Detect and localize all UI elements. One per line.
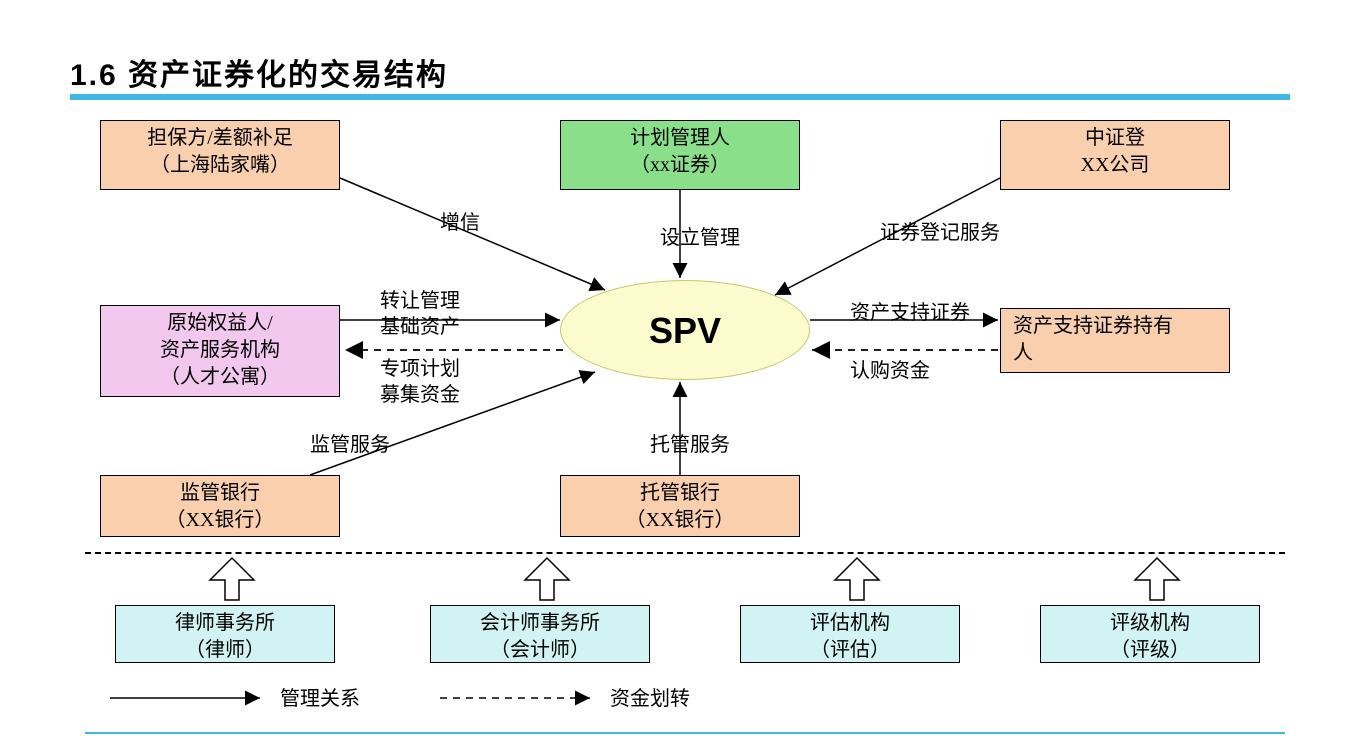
up-arrow-icon	[525, 558, 569, 600]
legend-mgmt-label: 管理关系	[280, 686, 360, 712]
node-line1: 会计师事务所	[431, 610, 649, 637]
edge-label-supervise: 监管服务	[310, 432, 390, 458]
page-title: 1.6 资产证券化的交易结构	[70, 50, 448, 94]
edge-label-abs: 资产支持证券	[850, 300, 970, 326]
edge-label-custody: 托管服务	[650, 432, 730, 458]
node-line2: （律师）	[116, 637, 334, 664]
node-line1: 中证登	[1001, 125, 1229, 152]
node-supervising-bank: 监管银行 （XX银行）	[100, 475, 340, 537]
node-line1: 资产支持证券持有	[1001, 313, 1229, 340]
services-divider	[85, 552, 1285, 554]
node-line1: 托管银行	[561, 480, 799, 507]
up-arrow-icon	[835, 558, 879, 600]
node-csdcc: 中证登 XX公司	[1000, 120, 1230, 190]
node-line2: （会计师）	[431, 637, 649, 664]
node-line1: 计划管理人	[561, 125, 799, 152]
spv-label: SPV	[649, 310, 721, 351]
node-line2: （xx证券）	[561, 152, 799, 179]
node-line1: 评级机构	[1041, 610, 1259, 637]
node-plan-manager: 计划管理人 （xx证券）	[560, 120, 800, 190]
node-line2: （XX银行）	[561, 507, 799, 534]
footer-rule	[85, 732, 1285, 734]
node-originator: 原始权益人/ 资产服务机构 （人才公寓）	[100, 305, 340, 397]
node-line1: 评估机构	[741, 610, 959, 637]
edge-label-transfer: 转让管理 基础资产	[380, 288, 460, 340]
node-line2: 人	[1001, 340, 1229, 367]
node-custodian-bank: 托管银行 （XX银行）	[560, 475, 800, 537]
edge-label-subscribe: 认购资金	[850, 358, 930, 384]
node-law-firm: 律师事务所 （律师）	[115, 605, 335, 663]
node-line1: 担保方/差额补足	[101, 125, 339, 152]
node-line2b: （人才公寓）	[101, 364, 339, 391]
node-line2: （评估）	[741, 637, 959, 664]
node-line2: （评级）	[1041, 637, 1259, 664]
node-rating-org: 评级机构 （评级）	[1040, 605, 1260, 663]
diagram-canvas: 1.6 资产证券化的交易结构 SPV 担保方/差额补足 （上海陆家嘴） 计划管理…	[0, 0, 1349, 752]
node-line2a: 资产服务机构	[101, 337, 339, 364]
edge-label-sp-fund: 专项计划 募集资金	[380, 356, 460, 408]
node-line2: （上海陆家嘴）	[101, 152, 339, 179]
node-abs-holder: 资产支持证券持有 人	[1000, 308, 1230, 373]
title-rule	[70, 94, 1290, 100]
node-guarantor: 担保方/差额补足 （上海陆家嘴）	[100, 120, 340, 190]
edge-label-setup-mgmt: 设立管理	[660, 225, 740, 251]
node-line2: （XX银行）	[101, 507, 339, 534]
legend-fund-label: 资金划转	[610, 686, 690, 712]
edge-label-credit-enhance: 增信	[440, 210, 480, 236]
up-arrow-icon	[210, 558, 254, 600]
up-arrow-icon	[1135, 558, 1179, 600]
node-line2: XX公司	[1001, 152, 1229, 179]
edge-label-sec-reg: 证券登记服务	[880, 220, 1000, 246]
node-assessment-org: 评估机构 （评估）	[740, 605, 960, 663]
node-accounting-firm: 会计师事务所 （会计师）	[430, 605, 650, 663]
node-line1: 原始权益人/	[101, 310, 339, 337]
node-line1: 监管银行	[101, 480, 339, 507]
node-line1: 律师事务所	[116, 610, 334, 637]
spv-node: SPV	[560, 280, 810, 380]
